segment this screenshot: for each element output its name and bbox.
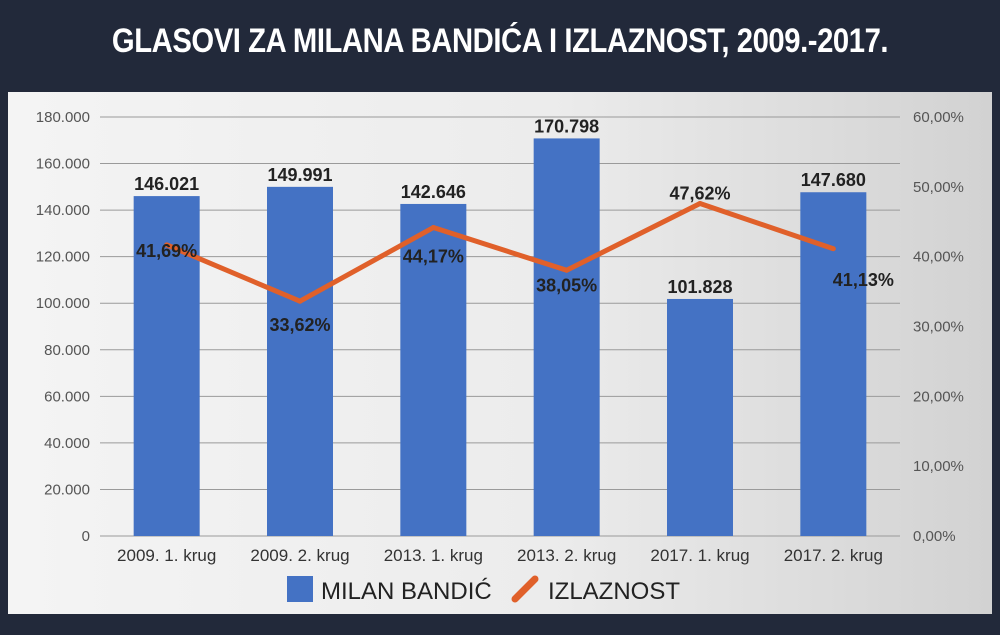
- bar: [400, 203, 467, 536]
- x-tick-label: 2013. 1. krug: [384, 546, 483, 565]
- line-value-label: 47,62%: [669, 183, 730, 203]
- y-left-tick-label: 80.000: [44, 342, 90, 359]
- bar-value-label: 142.646: [401, 182, 466, 202]
- line-value-label: 44,17%: [403, 247, 464, 267]
- y-left-tick-label: 0: [82, 528, 90, 545]
- y-right-tick-label: 0,00%: [913, 528, 956, 545]
- x-tick-label: 2017. 1. krug: [650, 546, 749, 565]
- y-right-tick-label: 40,00%: [913, 249, 964, 266]
- bar: [267, 186, 333, 536]
- izlaznost-point: [830, 246, 836, 252]
- legend-swatch-izlaznost: [511, 575, 539, 603]
- bar-value-label: 170.798: [534, 116, 599, 136]
- y-right-tick-label: 20,00%: [913, 388, 964, 405]
- y-left-tick-label: 20.000: [44, 481, 90, 498]
- x-tick-label: 2017. 2. krug: [784, 546, 883, 565]
- y-left-tick-label: 60.000: [44, 388, 90, 405]
- izlaznost-point: [564, 267, 570, 273]
- y-right-tick-label: 50,00%: [913, 179, 964, 196]
- y-left-tick-label: 180.000: [36, 109, 90, 126]
- x-tick-label: 2013. 2. krug: [517, 546, 616, 565]
- x-tick-label: 2009. 1. krug: [117, 546, 216, 565]
- izlaznost-line: [165, 200, 835, 304]
- y-left-tick-label: 100.000: [36, 295, 90, 312]
- izlaznost-point: [430, 225, 436, 231]
- chart-title: GLASOVI ZA MILANA BANDIĆA I IZLAZNOST, 2…: [111, 22, 889, 60]
- line-value-label: 33,62%: [269, 315, 330, 335]
- y-right-tick-label: 10,00%: [913, 458, 964, 475]
- line-value-label: 41,69%: [136, 241, 197, 261]
- y-right-tick-label: 30,00%: [913, 319, 964, 336]
- bar-value-label: 101.828: [667, 277, 732, 297]
- x-tick-label: 2009. 2. krug: [250, 546, 349, 565]
- bar-value-label: 147.680: [801, 170, 866, 190]
- title-bar: GLASOVI ZA MILANA BANDIĆA I IZLAZNOST, 2…: [0, 0, 1000, 90]
- bar-value-label: 149.991: [267, 165, 332, 185]
- bar-value-label: 146.021: [134, 174, 199, 194]
- izlaznost-point: [164, 242, 170, 248]
- legend-label-bandic: MILAN BANDIĆ: [321, 578, 492, 605]
- y-right-tick-label: 60,00%: [913, 109, 964, 126]
- legend-swatch-bandic: [287, 576, 313, 602]
- bar: [533, 138, 600, 536]
- y-left-tick-label: 40.000: [44, 435, 90, 452]
- line-value-label: 41,13%: [833, 270, 894, 290]
- izlaznost-point: [697, 200, 703, 206]
- footer-bar: [0, 614, 1000, 635]
- legend-label-izlaznost: IZLAZNOST: [548, 578, 680, 605]
- y-left-tick-label: 160.000: [36, 156, 90, 173]
- bar: [667, 298, 733, 536]
- izlaznost-point: [297, 298, 303, 304]
- y-left-tick-label: 140.000: [36, 202, 90, 219]
- y-left-tick-label: 120.000: [36, 249, 90, 266]
- bar: [800, 192, 867, 537]
- line-value-label: 38,05%: [536, 275, 597, 295]
